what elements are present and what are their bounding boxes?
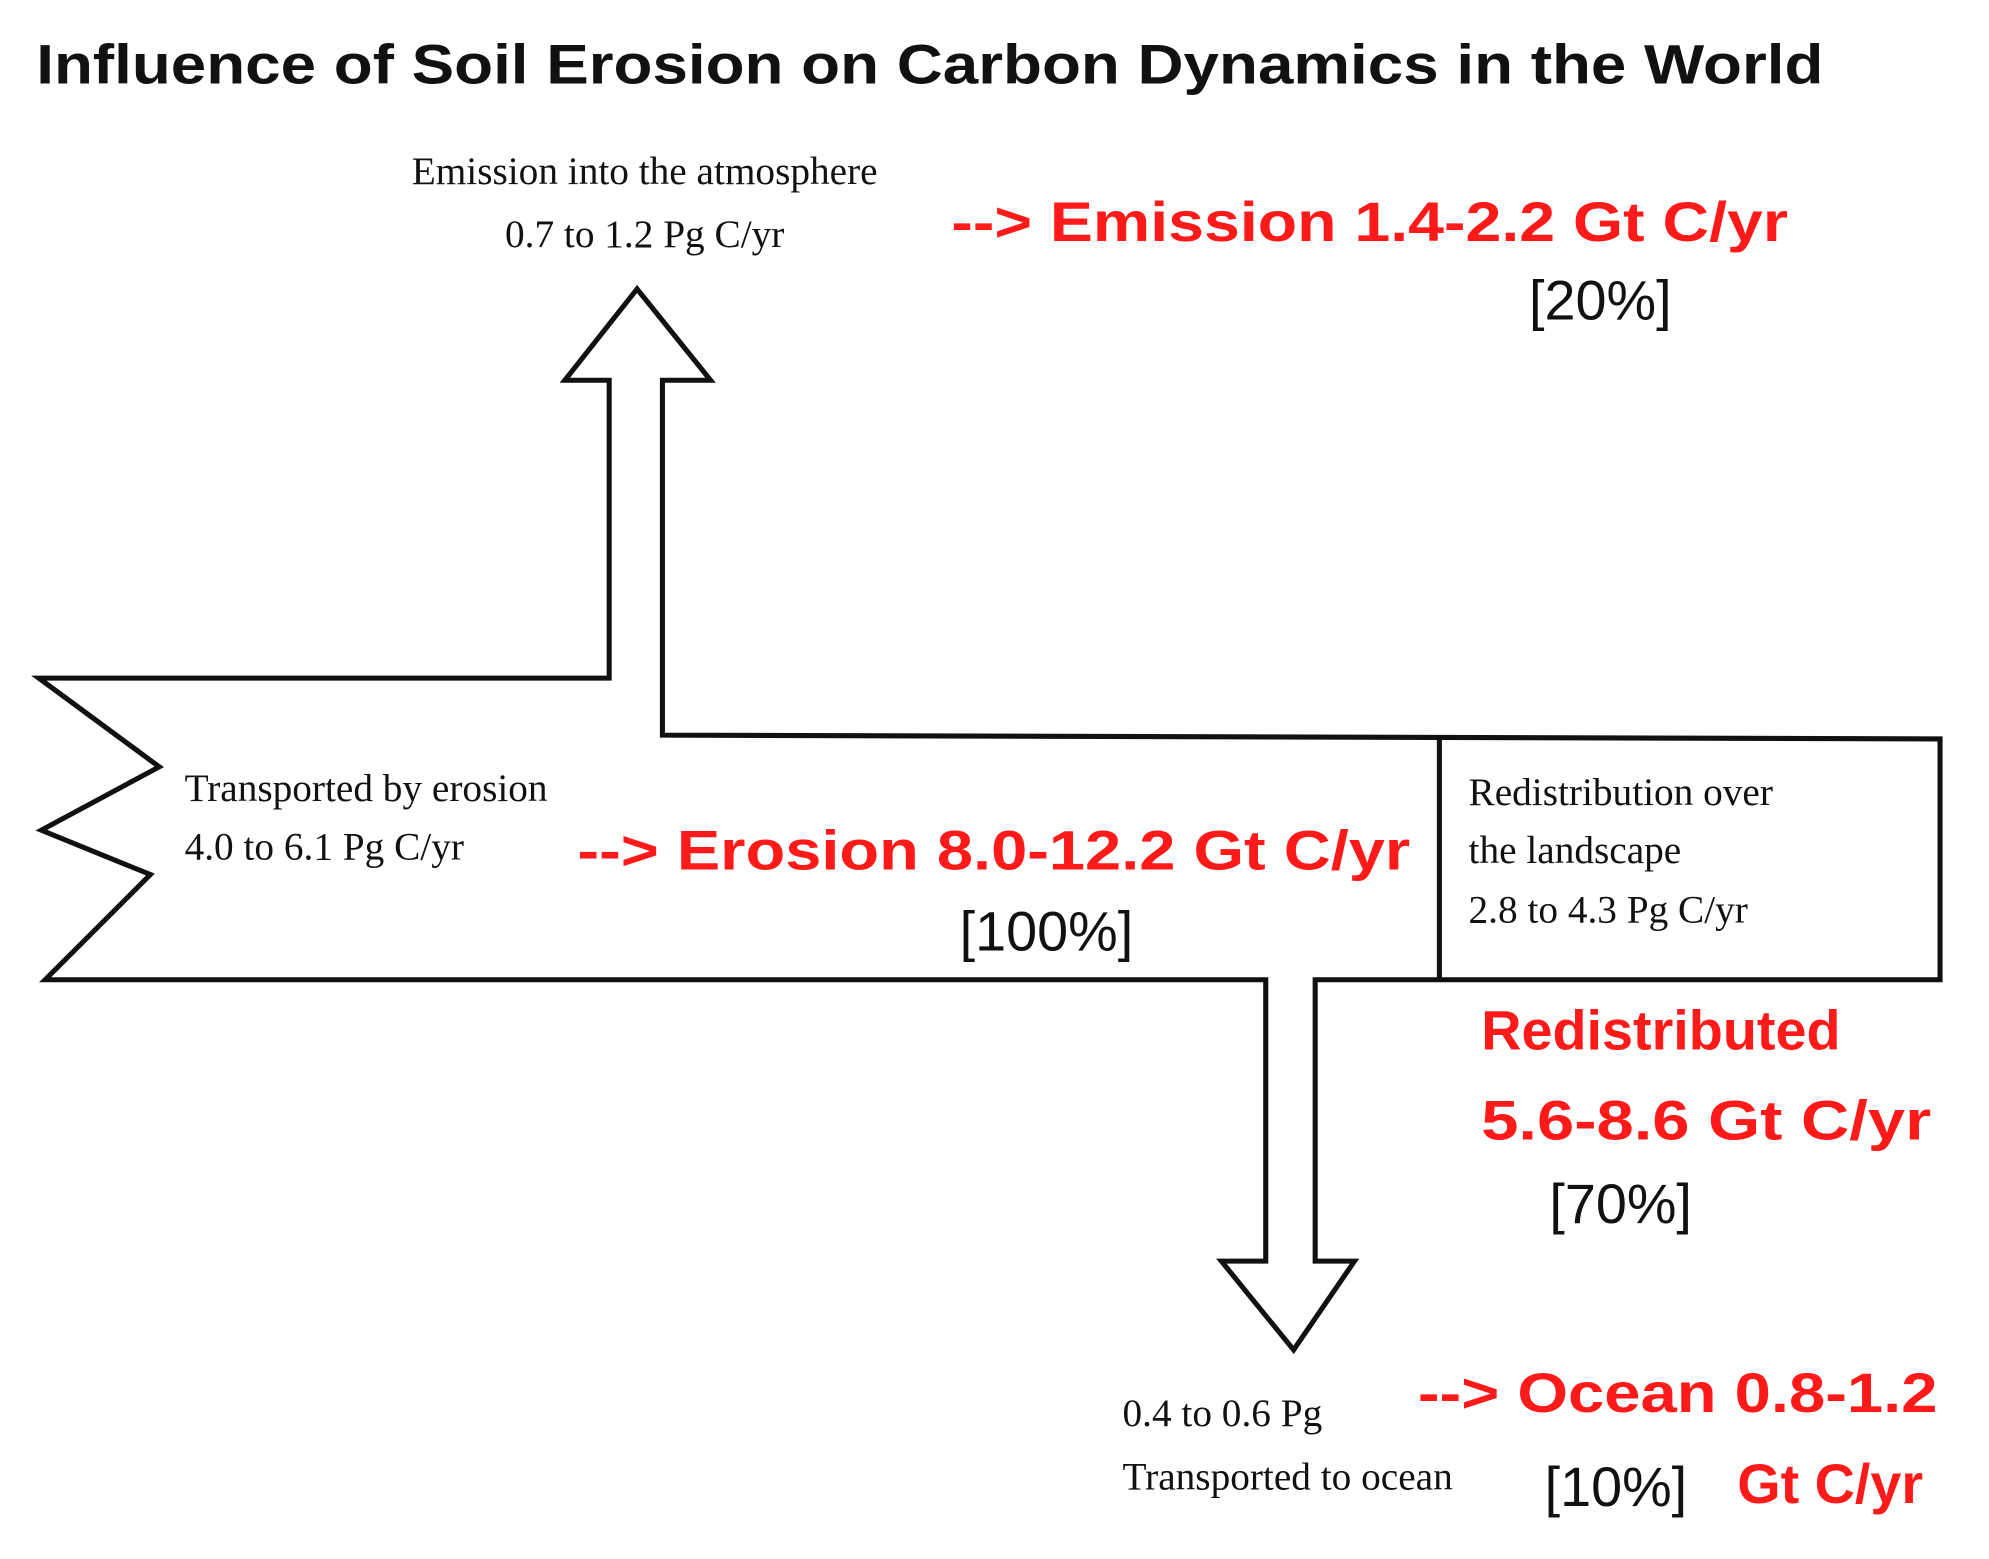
emission-label: 0.7 to 1.2 Pg C/yr xyxy=(505,213,784,256)
ocean-label: 0.4 to 0.6 Pg xyxy=(1123,1392,1323,1435)
redistribution-label: the landscape xyxy=(1469,829,1682,872)
erosion-annotation: --> Erosion 8.0-12.2 Gt C/yr xyxy=(577,819,1410,881)
ocean-share: [10%] xyxy=(1545,1456,1688,1518)
emission-annotation: --> Emission 1.4-2.2 Gt C/yr xyxy=(951,191,1788,253)
redistribution-annotation: Redistributed xyxy=(1481,999,1840,1061)
emission-share: [20%] xyxy=(1529,269,1672,331)
ocean-annotation: --> Ocean 0.8-1.2 xyxy=(1418,1362,1938,1424)
title: Influence of Soil Erosion on Carbon Dyna… xyxy=(36,34,1823,96)
redistribution-share: [70%] xyxy=(1549,1173,1692,1235)
redistribution-label: 2.8 to 4.3 Pg C/yr xyxy=(1469,889,1748,932)
ocean-label: Transported to ocean xyxy=(1123,1455,1454,1498)
erosion-label: Transported by erosion xyxy=(185,767,548,810)
redistribution-label: Redistribution over xyxy=(1469,771,1773,814)
erosion-share: [100%] xyxy=(960,901,1134,963)
redistribution-annotation: 5.6-8.6 Gt C/yr xyxy=(1481,1089,1931,1151)
flow-outline xyxy=(31,284,1943,1355)
ocean-annotation: Gt C/yr xyxy=(1737,1453,1923,1515)
erosion-label: 4.0 to 6.1 Pg C/yr xyxy=(185,825,464,868)
emission-label: Emission into the atmosphere xyxy=(412,150,878,193)
